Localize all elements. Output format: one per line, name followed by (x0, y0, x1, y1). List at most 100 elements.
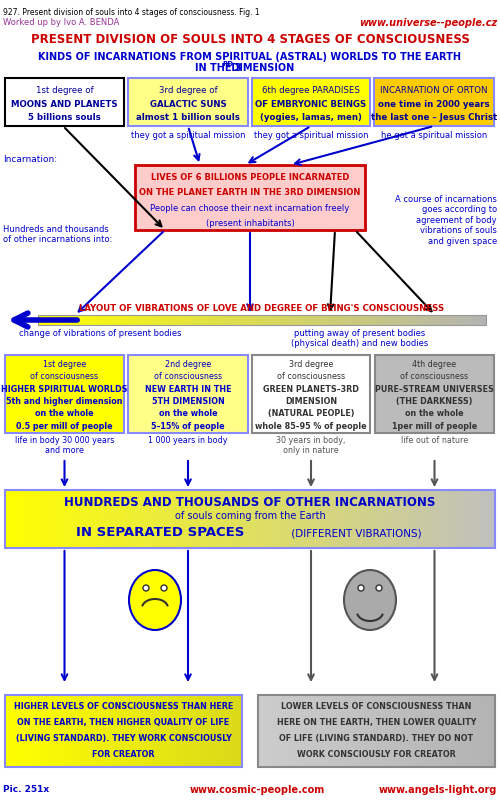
Bar (340, 695, 342, 767)
Bar (464, 490, 466, 548)
Bar (81, 695, 83, 767)
Bar (396, 315, 398, 325)
Bar (191, 490, 194, 548)
Bar (467, 490, 469, 548)
Bar (149, 695, 151, 767)
Bar (482, 490, 484, 548)
Bar (435, 315, 437, 325)
Bar (54, 695, 56, 767)
Bar (476, 315, 478, 325)
Bar (135, 315, 137, 325)
Bar (46, 315, 48, 325)
Bar (68, 695, 70, 767)
Text: ON THE PLANET EARTH IN THE 3RD DIMENSION: ON THE PLANET EARTH IN THE 3RD DIMENSION (140, 189, 360, 198)
Bar (246, 490, 249, 548)
Bar (5, 78, 124, 126)
Bar (261, 695, 263, 767)
Bar (189, 315, 191, 325)
Text: Incarnation:: Incarnation: (3, 155, 57, 164)
Bar (424, 695, 426, 767)
Bar (280, 695, 282, 767)
Bar (348, 490, 350, 548)
Bar (42, 490, 44, 548)
Bar (438, 695, 440, 767)
Bar (200, 490, 202, 548)
Text: NEW EARTH IN THE: NEW EARTH IN THE (145, 385, 231, 394)
Bar (104, 315, 106, 325)
Bar (425, 490, 427, 548)
Bar (5, 490, 7, 548)
Bar (269, 695, 271, 767)
Bar (86, 315, 88, 325)
Bar (210, 315, 212, 325)
Bar (332, 490, 334, 548)
Bar (304, 490, 306, 548)
Bar (366, 315, 368, 325)
Bar (337, 695, 339, 767)
Bar (447, 315, 449, 325)
Bar (271, 315, 273, 325)
Bar (374, 490, 376, 548)
Bar (117, 695, 119, 767)
Bar (386, 695, 388, 767)
Bar (328, 315, 330, 325)
Bar (220, 490, 222, 548)
Bar (234, 695, 236, 767)
Bar (306, 490, 308, 548)
Text: 3rd degree of: 3rd degree of (158, 86, 218, 95)
Bar (313, 315, 315, 325)
Bar (224, 490, 226, 548)
Text: OF LIFE (LIVING STANDARD). THEY DO NOT: OF LIFE (LIVING STANDARD). THEY DO NOT (280, 734, 473, 743)
Bar (176, 490, 178, 548)
Bar (160, 315, 162, 325)
Bar (6, 695, 8, 767)
Bar (356, 695, 358, 767)
Bar (228, 695, 230, 767)
Bar (415, 490, 417, 548)
Bar (266, 315, 268, 325)
Bar (27, 695, 29, 767)
Bar (150, 315, 152, 325)
Bar (458, 695, 460, 767)
Bar (293, 695, 295, 767)
Bar (182, 695, 184, 767)
Text: 0.5 per mill of people: 0.5 per mill of people (16, 422, 113, 431)
Bar (66, 315, 68, 325)
Bar (442, 695, 444, 767)
Bar (340, 490, 342, 548)
Bar (451, 490, 453, 548)
Bar (383, 695, 385, 767)
Bar (68, 315, 70, 325)
Bar (277, 695, 279, 767)
Bar (291, 695, 294, 767)
Bar (389, 695, 391, 767)
Bar (474, 490, 476, 548)
Bar (446, 490, 448, 548)
Bar (433, 490, 435, 548)
Bar (368, 490, 370, 548)
Bar (90, 490, 92, 548)
Bar (211, 490, 213, 548)
Bar (175, 490, 177, 548)
Bar (322, 315, 324, 325)
Bar (130, 315, 132, 325)
Bar (348, 315, 350, 325)
Text: Worked up by Ivo A. BENDA: Worked up by Ivo A. BENDA (3, 18, 119, 27)
Bar (125, 695, 127, 767)
Bar (190, 490, 192, 548)
Bar (28, 695, 31, 767)
Bar (371, 490, 373, 548)
Bar (38, 695, 40, 767)
Bar (184, 490, 187, 548)
Bar (266, 490, 268, 548)
Bar (204, 315, 206, 325)
Bar (32, 695, 34, 767)
Bar (414, 695, 416, 767)
Bar (140, 490, 142, 548)
Bar (264, 315, 266, 325)
Bar (273, 490, 275, 548)
Bar (236, 490, 238, 548)
Bar (111, 695, 113, 767)
Bar (82, 695, 84, 767)
Bar (380, 490, 383, 548)
